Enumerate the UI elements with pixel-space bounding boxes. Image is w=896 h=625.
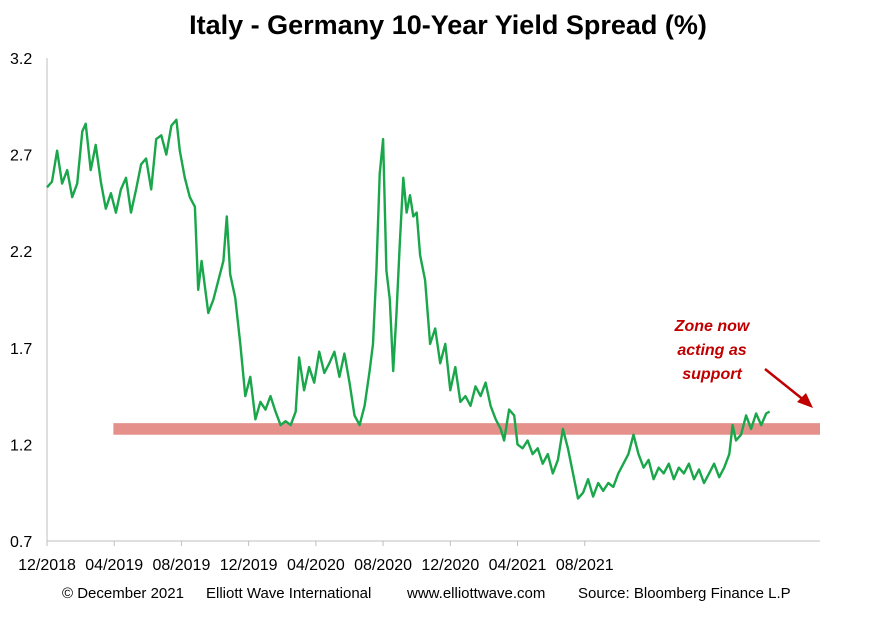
x-tick-label: 08/2019 [153,557,211,574]
y-tick-label: 1.2 [10,437,32,454]
x-tick-label: 12/2020 [421,557,479,574]
x-tick-label: 04/2021 [489,557,547,574]
x-tick-label: 12/2019 [220,557,278,574]
chart-title: Italy - Germany 10-Year Yield Spread (%) [189,10,707,40]
annotation-line: Zone now [674,318,751,335]
annotation-arrow [764,368,806,402]
x-tick-label: 04/2020 [287,557,345,574]
x-tick-label: 08/2020 [354,557,412,574]
x-tick-label: 12/2018 [18,557,76,574]
y-tick-label: 2.2 [10,244,32,261]
annotation-arrowhead [797,393,813,408]
y-tick-label: 3.2 [10,51,32,68]
y-tick-label: 0.7 [10,534,32,551]
y-tick-label: 2.7 [10,148,32,165]
chart-plot: 0.7 1.2 1.7 2.2 2.7 3.2 12/2018 04/2019 08/2019… [10,51,820,574]
footer-website: www.elliottwave.com [407,585,546,602]
x-tick-labels: 12/2018 04/2019 08/2019 12/2019 04/2020 08/20… [18,541,614,574]
annotation-line: acting as [677,342,746,359]
annotation-line: support [682,366,742,383]
footer: © December 2021 Elliott Wave Internation… [0,585,896,607]
footer-copyright: © December 2021 [62,585,184,602]
support-zone-band [113,423,820,435]
series-line [46,118,771,500]
x-tick-label: 08/2021 [556,557,614,574]
footer-source: Source: Bloomberg Finance L.P [578,585,791,602]
footer-publisher: Elliott Wave International [206,585,372,602]
y-tick-labels: 0.7 1.2 1.7 2.2 2.7 3.2 [10,51,32,551]
chart-axes [46,58,820,542]
y-tick-label: 1.7 [10,341,32,358]
support-annotation: Zone now acting as support [674,318,751,383]
x-tick-label: 04/2019 [85,557,143,574]
